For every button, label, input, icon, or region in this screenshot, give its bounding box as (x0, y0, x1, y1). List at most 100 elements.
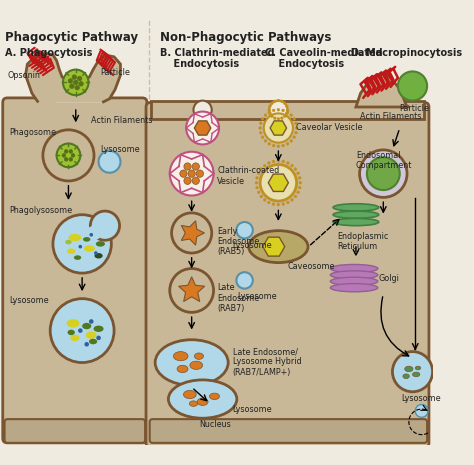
Text: Lysosome: Lysosome (401, 394, 441, 404)
Circle shape (298, 186, 301, 189)
Ellipse shape (177, 365, 188, 372)
Circle shape (269, 100, 287, 119)
Ellipse shape (403, 374, 410, 379)
Ellipse shape (94, 253, 103, 259)
Circle shape (272, 109, 275, 112)
Circle shape (267, 201, 270, 204)
Circle shape (260, 165, 297, 201)
Circle shape (43, 130, 94, 181)
Circle shape (170, 152, 214, 196)
Circle shape (268, 108, 271, 111)
Ellipse shape (173, 352, 188, 361)
Ellipse shape (412, 372, 420, 377)
Circle shape (69, 150, 73, 153)
Circle shape (79, 245, 82, 248)
Circle shape (64, 158, 68, 161)
Circle shape (282, 109, 284, 112)
Circle shape (192, 177, 200, 185)
Circle shape (290, 140, 292, 142)
Circle shape (295, 131, 297, 134)
Ellipse shape (210, 393, 219, 399)
Circle shape (237, 272, 253, 289)
Text: Phagocytic Pathway: Phagocytic Pathway (5, 31, 137, 44)
Circle shape (53, 215, 111, 273)
Circle shape (186, 112, 219, 145)
Circle shape (87, 226, 101, 240)
Circle shape (282, 160, 284, 163)
Circle shape (277, 159, 280, 162)
Circle shape (367, 157, 400, 190)
Circle shape (255, 181, 258, 184)
Ellipse shape (70, 335, 80, 341)
Ellipse shape (330, 277, 378, 286)
FancyBboxPatch shape (150, 419, 427, 443)
Circle shape (192, 163, 200, 170)
Circle shape (277, 108, 280, 111)
Circle shape (68, 79, 73, 83)
Circle shape (286, 108, 289, 111)
Circle shape (255, 177, 258, 179)
Circle shape (271, 102, 273, 105)
Circle shape (184, 163, 191, 170)
Text: Actin Filaments: Actin Filaments (361, 112, 422, 120)
Circle shape (264, 113, 293, 143)
Circle shape (290, 114, 292, 116)
Circle shape (286, 201, 289, 204)
Circle shape (360, 150, 407, 197)
Circle shape (293, 118, 295, 120)
Circle shape (273, 100, 276, 103)
Polygon shape (268, 174, 288, 192)
Text: Late
Endosome
(RAB7): Late Endosome (RAB7) (217, 283, 259, 313)
Circle shape (297, 191, 300, 193)
Circle shape (63, 70, 89, 95)
Circle shape (264, 199, 266, 201)
Circle shape (79, 81, 83, 86)
Ellipse shape (67, 248, 75, 254)
Text: Nucleus: Nucleus (199, 420, 231, 429)
Text: A. Phagocytosis: A. Phagocytosis (5, 48, 92, 58)
Circle shape (272, 144, 275, 147)
Circle shape (257, 191, 260, 193)
Circle shape (255, 186, 258, 189)
Circle shape (62, 153, 66, 157)
Circle shape (71, 153, 75, 157)
Text: Phagolysosome: Phagolysosome (9, 206, 72, 214)
Text: Particle: Particle (400, 104, 429, 113)
Circle shape (277, 145, 280, 147)
Circle shape (70, 84, 74, 88)
Circle shape (196, 170, 203, 177)
Text: B. Clathrin-mediated
    Endocytosis: B. Clathrin-mediated Endocytosis (160, 48, 274, 69)
Ellipse shape (333, 204, 379, 211)
FancyBboxPatch shape (146, 102, 429, 447)
Ellipse shape (65, 240, 72, 245)
Circle shape (281, 100, 283, 103)
Circle shape (172, 213, 212, 253)
Text: Caveosome: Caveosome (287, 262, 335, 271)
Circle shape (298, 177, 301, 179)
Text: Particle: Particle (100, 68, 130, 77)
Circle shape (285, 112, 288, 114)
Ellipse shape (190, 361, 202, 369)
Circle shape (277, 99, 280, 102)
Circle shape (277, 203, 280, 206)
Circle shape (73, 80, 78, 85)
Circle shape (72, 75, 77, 80)
Polygon shape (53, 73, 102, 102)
Polygon shape (270, 121, 287, 135)
Ellipse shape (168, 380, 237, 418)
Circle shape (283, 115, 286, 118)
Circle shape (286, 111, 289, 113)
Circle shape (269, 105, 271, 107)
Text: Endosomal
Compartment: Endosomal Compartment (356, 151, 412, 170)
Circle shape (94, 251, 98, 255)
Text: Endoplasmic
Reticulum: Endoplasmic Reticulum (337, 232, 389, 252)
Circle shape (295, 122, 297, 125)
Circle shape (89, 319, 93, 324)
Circle shape (294, 168, 297, 171)
Circle shape (75, 86, 80, 90)
Circle shape (269, 112, 271, 114)
Circle shape (285, 105, 288, 107)
Circle shape (193, 100, 212, 119)
Polygon shape (26, 53, 120, 102)
Circle shape (259, 126, 262, 129)
